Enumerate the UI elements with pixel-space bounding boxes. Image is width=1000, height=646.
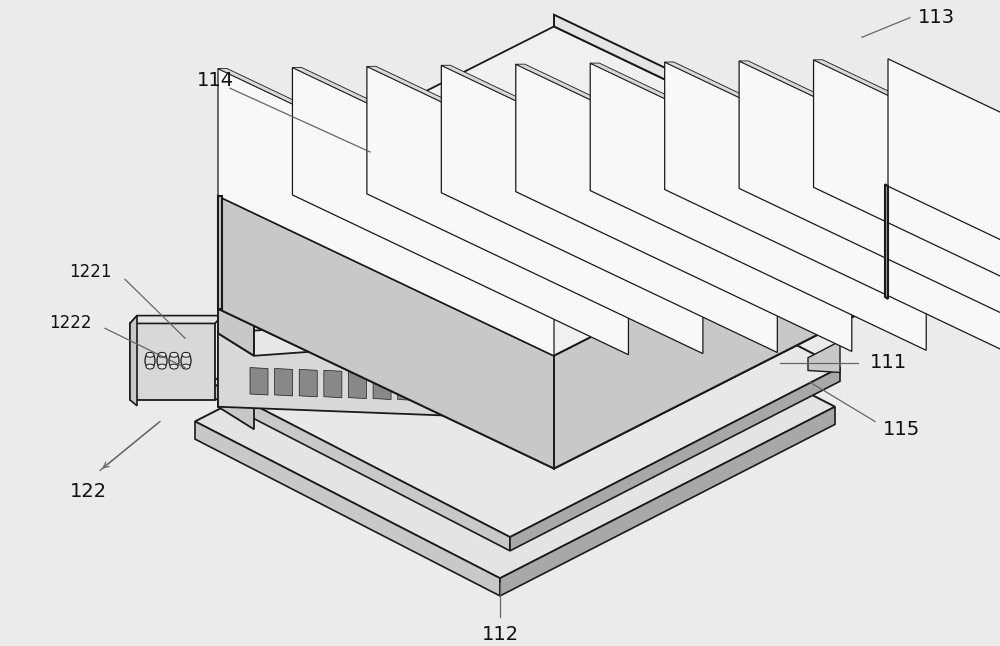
Polygon shape (367, 67, 712, 226)
Polygon shape (885, 184, 888, 299)
Polygon shape (500, 407, 835, 596)
Polygon shape (218, 196, 254, 356)
Polygon shape (324, 370, 342, 398)
Polygon shape (367, 67, 703, 353)
Polygon shape (516, 64, 861, 224)
Polygon shape (218, 196, 554, 468)
Polygon shape (130, 316, 222, 324)
Polygon shape (422, 374, 440, 401)
Polygon shape (808, 341, 840, 373)
Polygon shape (590, 63, 926, 350)
Polygon shape (398, 373, 416, 401)
Polygon shape (250, 368, 268, 395)
Polygon shape (210, 382, 510, 551)
Polygon shape (739, 61, 1000, 221)
Polygon shape (521, 377, 539, 405)
Polygon shape (275, 368, 293, 396)
Polygon shape (554, 15, 888, 186)
Ellipse shape (182, 352, 190, 357)
Polygon shape (814, 60, 1000, 347)
Polygon shape (600, 172, 636, 328)
Polygon shape (130, 316, 137, 406)
Polygon shape (570, 379, 588, 407)
Polygon shape (218, 68, 563, 229)
Polygon shape (441, 65, 786, 225)
Ellipse shape (146, 352, 154, 357)
Polygon shape (814, 60, 1000, 220)
Polygon shape (888, 59, 1000, 346)
Text: 113: 113 (918, 8, 955, 27)
Polygon shape (292, 68, 628, 355)
Polygon shape (218, 139, 888, 468)
Text: 114: 114 (196, 71, 234, 90)
Ellipse shape (182, 364, 190, 369)
Polygon shape (299, 370, 317, 397)
Ellipse shape (158, 352, 166, 357)
Polygon shape (665, 62, 1000, 349)
Polygon shape (516, 64, 852, 351)
Polygon shape (441, 65, 777, 353)
Text: 1221: 1221 (70, 264, 112, 282)
Polygon shape (218, 172, 636, 218)
Polygon shape (665, 62, 1000, 222)
Polygon shape (496, 377, 514, 404)
Polygon shape (348, 371, 366, 399)
Polygon shape (888, 172, 916, 299)
Polygon shape (218, 196, 222, 309)
Polygon shape (195, 421, 500, 596)
Text: 122: 122 (69, 482, 107, 501)
Polygon shape (373, 372, 391, 399)
Polygon shape (472, 376, 490, 403)
Polygon shape (218, 26, 888, 356)
Ellipse shape (170, 352, 178, 357)
Polygon shape (739, 61, 1000, 348)
Polygon shape (590, 63, 935, 223)
Polygon shape (210, 213, 840, 537)
Ellipse shape (146, 364, 154, 369)
Polygon shape (130, 324, 215, 400)
Polygon shape (292, 67, 637, 227)
Polygon shape (218, 333, 254, 430)
Polygon shape (554, 186, 888, 468)
Polygon shape (447, 375, 465, 402)
Text: 112: 112 (481, 625, 519, 644)
Polygon shape (554, 186, 888, 468)
Polygon shape (218, 306, 636, 356)
Text: 115: 115 (883, 420, 920, 439)
Text: 1222: 1222 (50, 315, 92, 333)
Polygon shape (600, 328, 636, 421)
Polygon shape (510, 368, 840, 551)
Ellipse shape (158, 364, 166, 369)
Polygon shape (545, 379, 563, 406)
Text: 111: 111 (870, 353, 907, 372)
Ellipse shape (170, 364, 178, 369)
Polygon shape (195, 250, 835, 578)
Polygon shape (218, 68, 554, 356)
Polygon shape (218, 333, 600, 421)
